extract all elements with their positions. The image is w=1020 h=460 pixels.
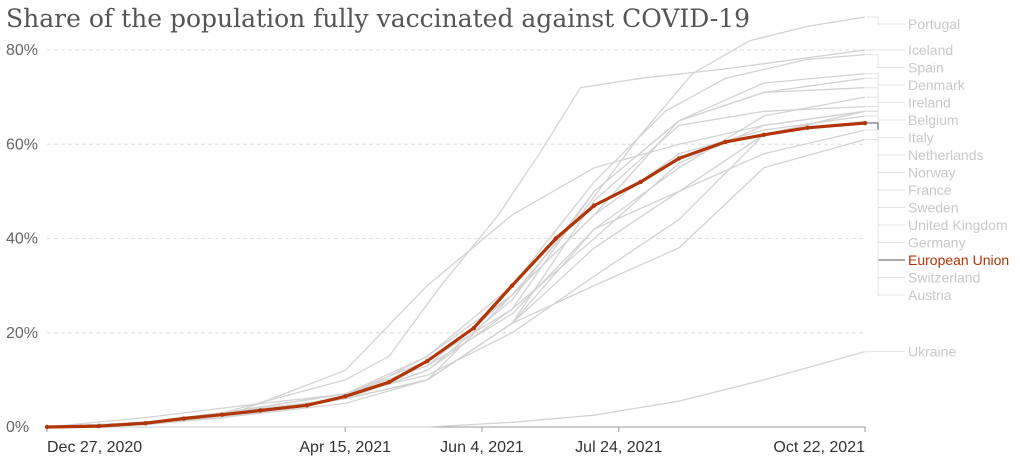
highlighted-series <box>44 120 868 430</box>
legend-label-switzerland: Switzerland <box>908 270 980 286</box>
data-point-european-union-5 <box>258 408 263 413</box>
legend-connector-spain <box>866 54 905 68</box>
series-line-united-kingdom <box>46 110 866 428</box>
x-tick-label-1: Apr 15, 2021 <box>299 439 391 456</box>
legend-connector-switzerland <box>866 129 905 278</box>
x-tick-label-3: Jul 24, 2021 <box>575 439 662 456</box>
y-axis-ticks: 0% 20% 40% 60% 80% <box>6 42 38 436</box>
data-point-european-union-3 <box>181 416 186 421</box>
x-tick-label-2: Jun 4, 2021 <box>440 439 524 456</box>
legend-label-iceland: Iceland <box>908 42 953 58</box>
series-line-switzerland <box>46 129 866 428</box>
legend-label-italy: Italy <box>908 130 934 146</box>
series-line-portugal <box>46 16 866 428</box>
legend-label-ukraine: Ukraine <box>908 344 956 360</box>
legend-label-france: France <box>908 182 952 198</box>
legend-connector-netherlands <box>866 106 905 156</box>
legend-label-united-kingdom: United Kingdom <box>908 217 1008 233</box>
data-point-european-union-2 <box>143 421 148 426</box>
x-axis: Dec 27, 2020 Apr 15, 2021 Jun 4, 2021 Jul 2… <box>46 426 866 456</box>
legend-label-denmark: Denmark <box>908 77 966 93</box>
data-point-european-union-13 <box>591 203 597 208</box>
data-point-european-union-10 <box>471 325 476 331</box>
y-tick-label-80: 80% <box>6 42 38 59</box>
data-point-european-union-19 <box>862 120 868 126</box>
legend-label-sweden: Sweden <box>908 200 959 216</box>
legend-label-portugal: Portugal <box>908 16 960 32</box>
data-point-european-union-15 <box>676 156 682 161</box>
data-point-european-union-7 <box>343 394 348 399</box>
series-line-spain <box>46 54 866 428</box>
legend-label-spain: Spain <box>908 60 944 76</box>
legend-connector-european-union <box>866 122 905 261</box>
series-line-norway <box>46 110 866 428</box>
data-point-european-union-16 <box>723 139 728 145</box>
legend-connector-portugal <box>866 16 905 25</box>
y-tick-label-20: 20% <box>6 325 38 342</box>
data-point-european-union-11 <box>509 283 515 288</box>
legend-label-norway: Norway <box>908 165 955 181</box>
y-tick-label-60: 60% <box>6 136 38 153</box>
legend-label-ireland: Ireland <box>908 95 951 111</box>
legend-label-netherlands: Netherlands <box>908 147 984 163</box>
chart-title: Share of the population fully vaccinated… <box>6 4 750 33</box>
data-point-european-union-0 <box>44 424 50 430</box>
data-point-european-union-9 <box>425 358 430 364</box>
legend-label-austria: Austria <box>908 287 952 303</box>
data-point-european-union-18 <box>805 125 810 130</box>
legend-label-germany: Germany <box>908 235 966 251</box>
legend-connector-belgium <box>866 87 905 121</box>
legend-label-belgium: Belgium <box>908 112 959 128</box>
legend-label-european-union: European Union <box>908 252 1009 268</box>
series-line-austria <box>46 138 866 428</box>
data-point-european-union-8 <box>386 380 392 385</box>
x-tick-label-0: Dec 27, 2020 <box>47 439 142 456</box>
legend-connector-ireland <box>866 77 905 103</box>
data-point-european-union-1 <box>96 423 102 429</box>
legend-connector-germany <box>866 115 905 243</box>
legend-connector-austria <box>866 139 905 296</box>
x-tick-label-4: Oct 22, 2021 <box>773 439 865 456</box>
y-tick-label-40: 40% <box>6 231 38 248</box>
data-point-european-union-6 <box>304 403 310 408</box>
data-point-european-union-14 <box>638 179 643 185</box>
series-line-european-union <box>45 121 867 429</box>
data-point-european-union-12 <box>553 236 559 241</box>
series-line-france <box>46 110 866 428</box>
series-lines <box>46 16 866 428</box>
legend-connector-italy <box>866 96 905 138</box>
data-point-european-union-4 <box>219 412 225 417</box>
y-tick-label-0: 0% <box>6 419 29 436</box>
data-point-european-union-17 <box>761 132 766 138</box>
legend-connector-sweden <box>866 110 905 208</box>
series-line-sweden <box>46 110 866 428</box>
legend-connector-denmark <box>866 73 905 86</box>
series-line-denmark <box>46 72 866 428</box>
series-line-ukraine <box>47 350 866 428</box>
